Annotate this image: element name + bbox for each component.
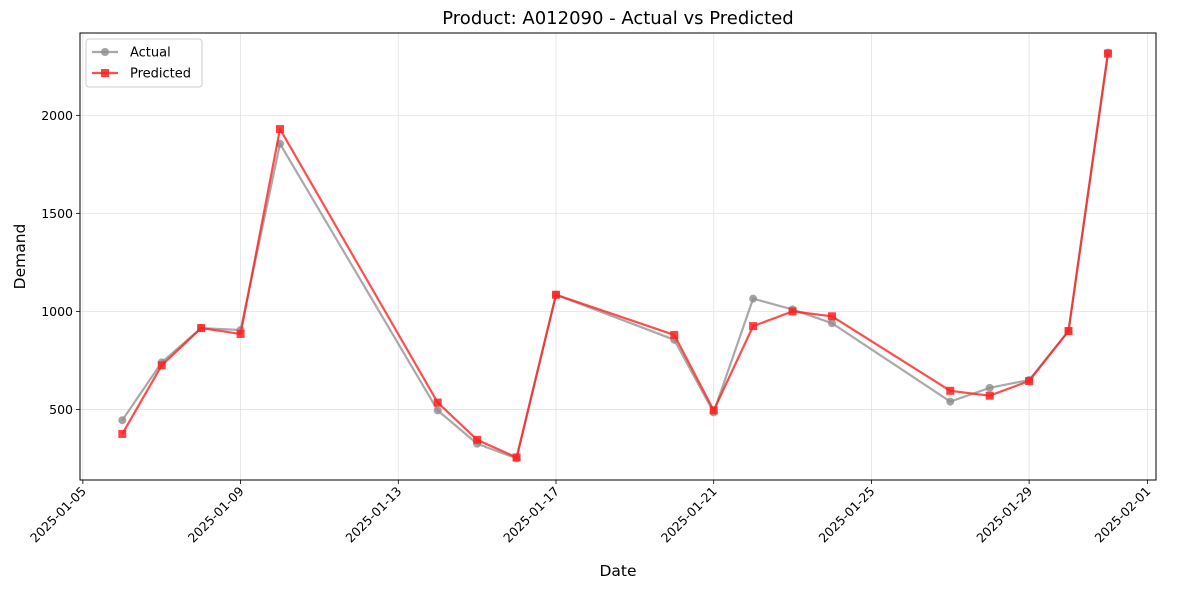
grid (80, 33, 1156, 480)
legend-label: Actual (130, 46, 171, 61)
legend-marker (101, 48, 109, 56)
predicted-point (985, 391, 994, 400)
predicted-point (1103, 49, 1112, 58)
predicted-point (1064, 327, 1073, 335)
predicted-point (551, 290, 560, 299)
predicted-point (433, 398, 442, 407)
predicted-point (276, 125, 285, 134)
actual-point (985, 383, 994, 392)
legend-label: Predicted (130, 67, 191, 82)
plot-frame (79, 32, 1157, 481)
legend-item-predicted: Predicted (92, 67, 191, 82)
predicted-point (670, 330, 679, 339)
actual-point (946, 397, 955, 406)
predicted-point (118, 429, 127, 438)
legend-item-actual: Actual (92, 46, 171, 61)
actual-point (433, 406, 442, 415)
predicted-point (788, 307, 797, 316)
predicted-point (236, 329, 245, 338)
y-axis-title: Demand (11, 224, 29, 290)
legend: Actual Predicted (85, 38, 203, 88)
y-tick-label: 1500 (41, 206, 73, 221)
y-tick-label: 500 (49, 402, 73, 417)
predicted-point (1025, 376, 1034, 385)
predicted-point (827, 312, 836, 321)
series-predicted (118, 49, 1112, 462)
predicted-point (709, 406, 718, 415)
predicted-point (946, 386, 955, 395)
legend-marker (101, 69, 109, 77)
chart-title: Product: A012090 - Actual vs Predicted (442, 8, 793, 29)
actual-point (749, 294, 758, 303)
predicted-point (512, 453, 521, 462)
actual-point (118, 416, 127, 425)
predicted-point (157, 361, 166, 370)
series-layer (118, 48, 1112, 463)
y-tick-label: 2000 (41, 108, 73, 123)
predicted-point (749, 322, 758, 331)
x-axis-title: Date (599, 562, 636, 580)
y-tick-label: 1000 (41, 304, 73, 319)
actual-point (827, 319, 836, 328)
predicted-point (473, 435, 482, 444)
predicted-point (197, 324, 206, 333)
